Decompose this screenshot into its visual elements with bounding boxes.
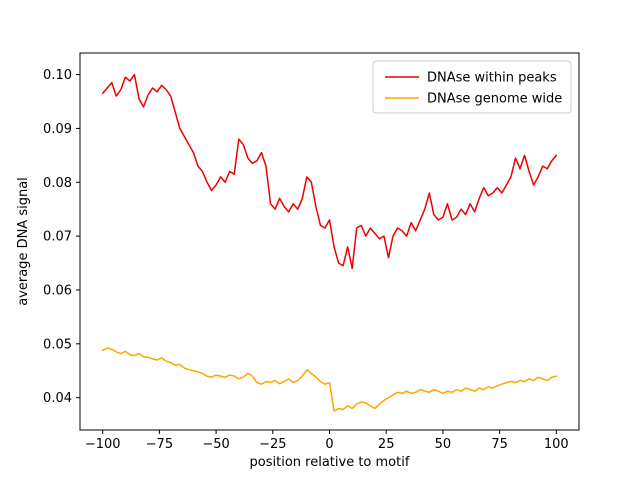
x-tick-label: −100 bbox=[85, 437, 121, 452]
y-tick-label: 0.09 bbox=[43, 122, 72, 137]
x-tick-label: 50 bbox=[435, 437, 452, 452]
y-tick-label: 0.07 bbox=[43, 230, 72, 245]
series-line-0 bbox=[101, 73, 558, 270]
legend-box bbox=[372, 60, 572, 114]
series-line-1 bbox=[101, 347, 558, 412]
x-tick-label: 25 bbox=[378, 437, 395, 452]
legend-label-0: DNAse within peaks bbox=[427, 71, 557, 86]
y-axis-label: average DNA signal bbox=[16, 177, 31, 306]
x-tick-label: 0 bbox=[325, 437, 333, 452]
y-tick-label: 0.04 bbox=[43, 391, 72, 406]
x-tick-label: −75 bbox=[146, 437, 173, 452]
y-tick-label: 0.06 bbox=[43, 283, 72, 298]
y-tick-label: 0.10 bbox=[43, 68, 72, 83]
x-tick-label: −25 bbox=[259, 437, 286, 452]
x-tick-label: 100 bbox=[544, 437, 569, 452]
y-tick-label: 0.08 bbox=[43, 176, 72, 191]
x-axis-label: position relative to motif bbox=[250, 455, 410, 470]
x-tick-label: 75 bbox=[491, 437, 508, 452]
y-tick-label: 0.05 bbox=[43, 337, 72, 352]
x-tick-label: −50 bbox=[202, 437, 229, 452]
legend-label-1: DNAse genome wide bbox=[427, 92, 562, 107]
